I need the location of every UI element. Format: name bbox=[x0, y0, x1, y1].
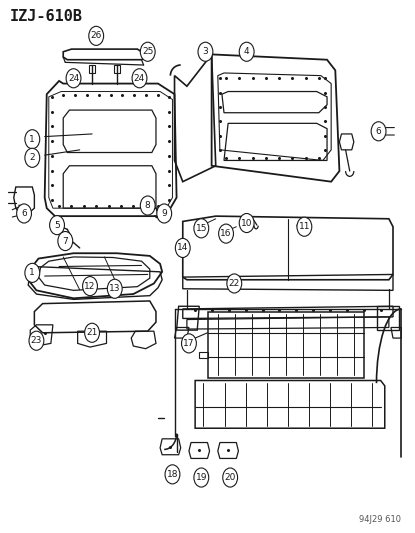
Text: 24: 24 bbox=[68, 74, 79, 83]
Circle shape bbox=[176, 238, 190, 257]
Text: 19: 19 bbox=[195, 473, 207, 482]
Text: 16: 16 bbox=[220, 229, 232, 238]
Text: 24: 24 bbox=[134, 74, 145, 83]
Text: 2: 2 bbox=[29, 154, 35, 163]
Text: 22: 22 bbox=[229, 279, 240, 288]
Circle shape bbox=[140, 42, 155, 61]
Circle shape bbox=[17, 204, 32, 223]
Circle shape bbox=[194, 468, 209, 487]
Circle shape bbox=[58, 231, 73, 251]
Text: 1: 1 bbox=[29, 135, 35, 144]
Circle shape bbox=[219, 224, 234, 243]
Text: 25: 25 bbox=[142, 47, 154, 56]
Circle shape bbox=[371, 122, 386, 141]
Circle shape bbox=[25, 263, 40, 282]
Text: 26: 26 bbox=[90, 31, 102, 41]
Text: 23: 23 bbox=[31, 336, 42, 345]
Circle shape bbox=[50, 216, 64, 235]
Text: 14: 14 bbox=[177, 244, 188, 253]
Text: 12: 12 bbox=[84, 281, 96, 290]
Circle shape bbox=[297, 217, 312, 236]
Circle shape bbox=[198, 42, 213, 61]
Text: 15: 15 bbox=[195, 224, 207, 233]
Text: 13: 13 bbox=[109, 284, 120, 293]
Text: 6: 6 bbox=[376, 127, 381, 136]
Text: 94J29 610: 94J29 610 bbox=[359, 515, 401, 523]
Circle shape bbox=[25, 130, 40, 149]
Circle shape bbox=[140, 196, 155, 215]
Text: 9: 9 bbox=[161, 209, 167, 218]
Text: IZJ-610B: IZJ-610B bbox=[10, 10, 83, 25]
Text: 3: 3 bbox=[203, 47, 208, 56]
Circle shape bbox=[107, 279, 122, 298]
Circle shape bbox=[165, 465, 180, 484]
Circle shape bbox=[157, 204, 172, 223]
Circle shape bbox=[239, 214, 254, 232]
Text: 10: 10 bbox=[241, 219, 252, 228]
Circle shape bbox=[181, 334, 196, 353]
Circle shape bbox=[29, 331, 44, 350]
Circle shape bbox=[85, 323, 100, 342]
Circle shape bbox=[132, 69, 147, 88]
Text: 21: 21 bbox=[86, 328, 98, 337]
Circle shape bbox=[25, 148, 40, 167]
Text: 5: 5 bbox=[54, 221, 60, 230]
Text: 18: 18 bbox=[167, 470, 178, 479]
Circle shape bbox=[89, 26, 104, 45]
Text: 17: 17 bbox=[183, 339, 195, 348]
Text: 7: 7 bbox=[62, 237, 68, 246]
Text: 4: 4 bbox=[244, 47, 249, 56]
Circle shape bbox=[239, 42, 254, 61]
Circle shape bbox=[223, 468, 238, 487]
Text: 20: 20 bbox=[225, 473, 236, 482]
Text: 8: 8 bbox=[145, 201, 151, 210]
Circle shape bbox=[66, 69, 81, 88]
Text: 6: 6 bbox=[21, 209, 27, 218]
Text: 11: 11 bbox=[299, 222, 310, 231]
Circle shape bbox=[227, 274, 242, 293]
Text: 1: 1 bbox=[29, 268, 35, 277]
Circle shape bbox=[83, 277, 98, 296]
Circle shape bbox=[194, 219, 209, 238]
